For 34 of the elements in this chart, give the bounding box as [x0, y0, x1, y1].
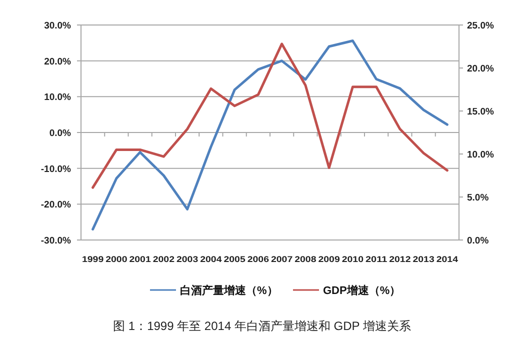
y2-tick-label: 25.0% — [467, 20, 494, 32]
caption: 图 1：1999 年至 2014 年白酒产量增速和 GDP 增速关系 — [113, 319, 411, 333]
line-series — [92, 40, 448, 230]
x-tick-label: 2008 — [294, 254, 317, 264]
legend-label: 白酒产量增速（%） — [180, 284, 278, 297]
y2-tick-label: 15.0% — [467, 106, 494, 118]
y2-tick-label: 10.0% — [467, 150, 494, 160]
y-tick-label: 0.0% — [49, 128, 72, 139]
x-tick-label: 2001 — [129, 254, 152, 264]
y-tick-label: -10.0% — [40, 164, 72, 175]
x-tick-label: 2009 — [318, 254, 340, 264]
x-tick-label: 2002 — [152, 254, 175, 264]
x-tick-label: 2010 — [342, 254, 364, 264]
x-tick-label: 2013 — [412, 254, 435, 264]
y-tick-label: 30.0% — [44, 20, 72, 32]
line-series — [92, 42, 448, 189]
x-tick-label: 2006 — [247, 254, 270, 264]
x-tick-label: 2005 — [224, 254, 246, 264]
legend-label: GDP增速（%） — [323, 284, 401, 297]
y-tick-label: 20.0% — [44, 56, 72, 68]
y-tick-label: -20.0% — [40, 200, 72, 211]
y-tick-label: 10.0% — [44, 92, 72, 104]
x-tick-label: 2014 — [436, 254, 458, 264]
x-tick-label: 2007 — [271, 254, 294, 264]
y2-tick-label: 20.0% — [467, 64, 494, 74]
x-tick-label: 1999 — [82, 254, 104, 264]
x-tick-label: 2004 — [200, 254, 222, 264]
y2-tick-label: 0.0% — [467, 236, 490, 246]
x-tick-label: 2011 — [366, 254, 388, 264]
x-tick-label: 2012 — [389, 254, 412, 264]
x-tick-label: 2000 — [106, 254, 128, 264]
y-tick-label: -30.0% — [40, 236, 72, 246]
y2-tick-label: 5.0% — [467, 192, 490, 204]
x-tick-label: 2003 — [176, 254, 199, 264]
